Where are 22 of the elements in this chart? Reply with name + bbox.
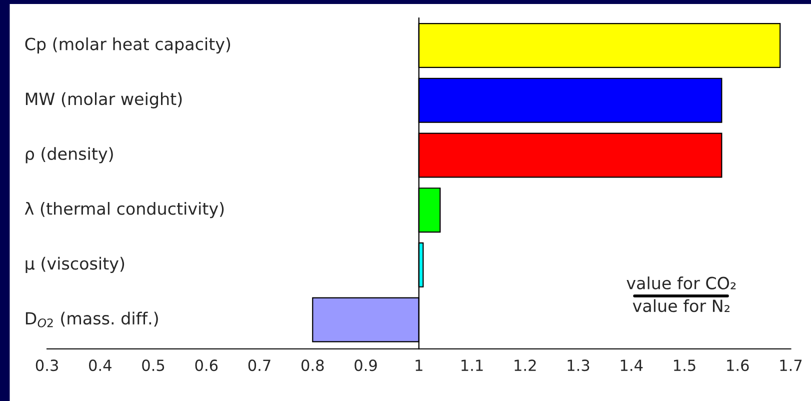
annotation: value for CO₂ value for N₂ [626, 276, 736, 312]
y-tick-label: MW (molar weight) [26, 92, 182, 108]
y-tick-label: Cp (molar heat capacity) [25, 37, 230, 54]
x-tick-label: 0.6 [195, 360, 218, 372]
x-tick-label: 1.3 [568, 360, 590, 372]
x-tick-label: 0.5 [142, 360, 164, 372]
y-tick-label: ρ (density) [26, 147, 113, 164]
x-tick-label: 1.4 [620, 360, 643, 371]
x-tick-label: 0.8 [302, 360, 324, 372]
y-tick-label: μ (viscosity) [26, 256, 124, 273]
x-tick-label: 0.4 [89, 360, 112, 372]
y-tick-label: D$_{O2}$ (mass. diff.) [26, 312, 158, 328]
y-tick-label: λ (thermal conductivity) [24, 202, 224, 218]
x-tick-label: 1.7 [780, 360, 802, 371]
x-tick-label: 0.7 [248, 360, 270, 372]
x-tick-label: 1.2 [514, 360, 536, 371]
x-tick-label: 0.9 [354, 360, 377, 372]
x-tick-label: 1.5 [674, 360, 696, 372]
x-tick-label: 1.6 [727, 360, 749, 372]
x-tick-label: 1.1 [462, 360, 483, 371]
x-tick-label: 1 [416, 360, 422, 371]
x-tick-label: 0.3 [36, 360, 58, 372]
